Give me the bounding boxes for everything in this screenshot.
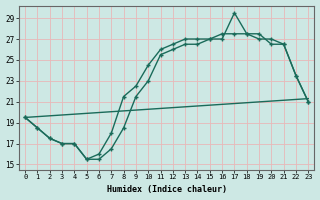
- X-axis label: Humidex (Indice chaleur): Humidex (Indice chaleur): [107, 185, 227, 194]
